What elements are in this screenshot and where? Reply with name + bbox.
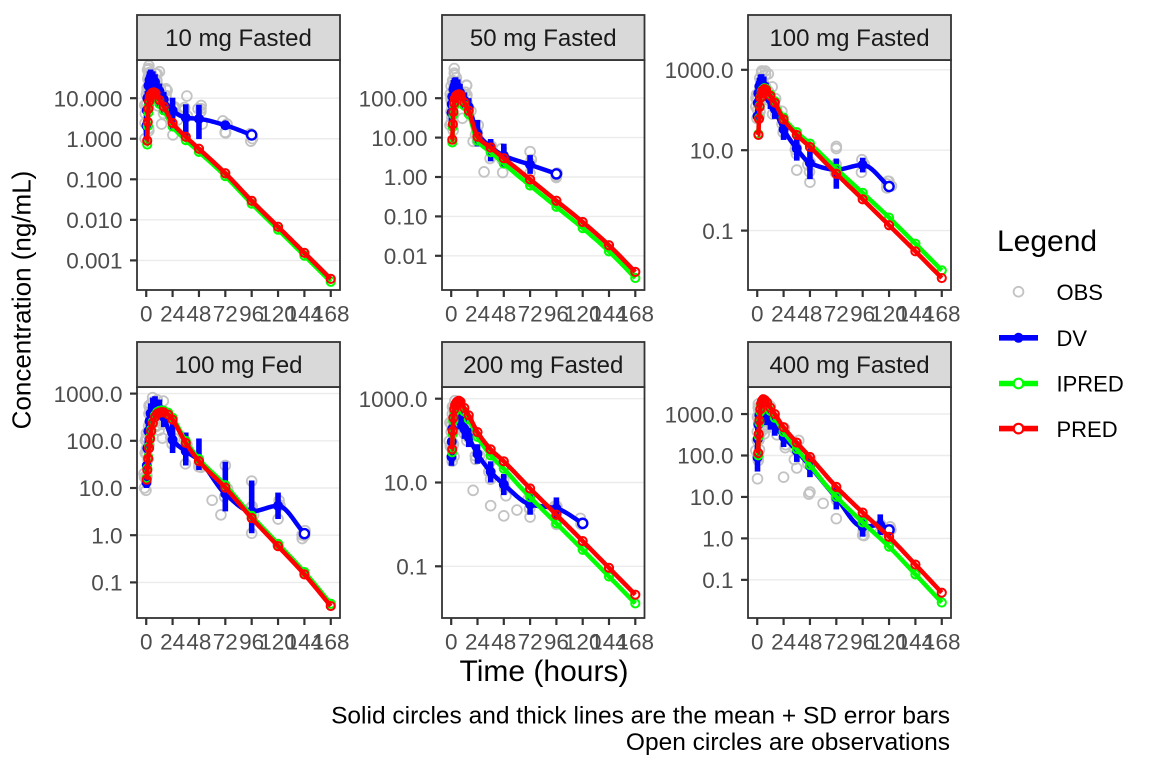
svg-text:1000.0: 1000.0: [665, 402, 734, 427]
svg-text:120: 120: [564, 630, 602, 655]
svg-text:100.00: 100.00: [359, 86, 428, 111]
svg-text:1.000: 1.000: [66, 127, 122, 152]
svg-text:120: 120: [870, 302, 908, 327]
svg-text:0.1: 0.1: [396, 555, 427, 580]
svg-text:72: 72: [518, 302, 543, 327]
svg-text:0.100: 0.100: [66, 168, 122, 193]
svg-text:144: 144: [286, 302, 324, 327]
svg-text:100 mg Fed: 100 mg Fed: [174, 352, 302, 379]
svg-text:48: 48: [797, 630, 822, 655]
svg-text:72: 72: [213, 630, 238, 655]
svg-text:10.0: 10.0: [79, 476, 123, 501]
svg-text:144: 144: [286, 630, 324, 655]
svg-text:Solid circles and thick lines: Solid circles and thick lines are the me…: [331, 703, 950, 730]
svg-text:120: 120: [564, 302, 602, 327]
svg-text:72: 72: [518, 630, 543, 655]
svg-text:0.01: 0.01: [384, 244, 428, 269]
svg-text:96: 96: [544, 630, 569, 655]
svg-text:0: 0: [751, 302, 764, 327]
svg-text:168: 168: [312, 302, 350, 327]
svg-text:10.0: 10.0: [690, 138, 734, 163]
svg-text:Concentration (ng/mL): Concentration (ng/mL): [7, 171, 37, 430]
svg-text:168: 168: [312, 630, 350, 655]
svg-text:0: 0: [751, 630, 764, 655]
svg-text:IPRED: IPRED: [1057, 372, 1124, 397]
svg-text:10.0: 10.0: [384, 471, 428, 496]
svg-text:120: 120: [259, 302, 297, 327]
svg-text:48: 48: [797, 302, 822, 327]
svg-text:48: 48: [491, 302, 516, 327]
svg-text:1.0: 1.0: [91, 523, 122, 548]
svg-text:168: 168: [617, 302, 655, 327]
svg-text:10.00: 10.00: [371, 126, 427, 151]
svg-text:72: 72: [824, 302, 849, 327]
svg-text:1.00: 1.00: [384, 165, 428, 190]
svg-text:10.0: 10.0: [690, 485, 734, 510]
svg-text:1000.0: 1000.0: [359, 387, 428, 412]
svg-text:0.1: 0.1: [702, 219, 733, 244]
svg-text:10.000: 10.000: [54, 86, 123, 111]
svg-text:144: 144: [590, 630, 628, 655]
svg-text:96: 96: [544, 302, 569, 327]
svg-text:168: 168: [923, 630, 961, 655]
svg-text:400 mg Fasted: 400 mg Fasted: [769, 352, 929, 379]
svg-text:120: 120: [870, 630, 908, 655]
svg-text:144: 144: [590, 302, 628, 327]
svg-text:96: 96: [239, 630, 264, 655]
svg-text:50 mg Fasted: 50 mg Fasted: [470, 25, 617, 52]
svg-text:0: 0: [140, 630, 153, 655]
svg-text:48: 48: [186, 302, 211, 327]
svg-text:10 mg Fasted: 10 mg Fasted: [165, 25, 312, 52]
svg-text:96: 96: [850, 630, 875, 655]
svg-text:1000.0: 1000.0: [665, 58, 734, 83]
svg-text:144: 144: [897, 302, 935, 327]
svg-text:0.1: 0.1: [91, 571, 122, 596]
svg-text:0.010: 0.010: [66, 208, 122, 233]
svg-text:1000.0: 1000.0: [54, 382, 123, 407]
svg-text:200 mg Fasted: 200 mg Fasted: [463, 352, 623, 379]
svg-text:100.0: 100.0: [66, 429, 122, 454]
svg-text:Time (hours): Time (hours): [460, 655, 629, 688]
svg-text:PRED: PRED: [1057, 417, 1118, 442]
svg-text:48: 48: [186, 630, 211, 655]
svg-text:120: 120: [259, 630, 297, 655]
svg-text:1.0: 1.0: [702, 527, 733, 552]
svg-text:0: 0: [445, 630, 458, 655]
svg-text:Open circles are observations: Open circles are observations: [626, 729, 950, 756]
svg-text:24: 24: [465, 630, 490, 655]
svg-text:24: 24: [771, 302, 796, 327]
svg-text:96: 96: [239, 302, 264, 327]
svg-text:OBS: OBS: [1057, 280, 1103, 305]
svg-text:48: 48: [491, 630, 516, 655]
svg-text:144: 144: [897, 630, 935, 655]
svg-text:100.0: 100.0: [677, 444, 733, 469]
svg-text:168: 168: [617, 630, 655, 655]
svg-text:0.1: 0.1: [702, 568, 733, 593]
svg-text:0: 0: [140, 302, 153, 327]
svg-text:24: 24: [771, 630, 796, 655]
svg-text:24: 24: [160, 630, 185, 655]
svg-text:24: 24: [160, 302, 185, 327]
svg-text:72: 72: [824, 630, 849, 655]
svg-text:96: 96: [850, 302, 875, 327]
svg-text:0: 0: [445, 302, 458, 327]
svg-text:72: 72: [213, 302, 238, 327]
svg-text:0.10: 0.10: [384, 205, 428, 230]
svg-text:Legend: Legend: [997, 225, 1097, 258]
svg-text:24: 24: [465, 302, 490, 327]
svg-text:168: 168: [923, 302, 961, 327]
svg-text:100 mg Fasted: 100 mg Fasted: [769, 25, 929, 52]
svg-text:0.001: 0.001: [66, 249, 122, 274]
svg-text:DV: DV: [1057, 326, 1088, 351]
